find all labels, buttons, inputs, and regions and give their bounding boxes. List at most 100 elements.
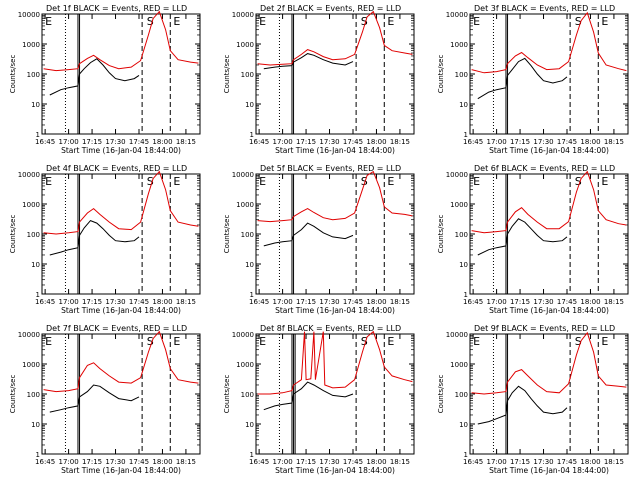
events-series-line (263, 381, 354, 411)
x-tick-label: 17:00 (487, 298, 507, 306)
x-axis-label: Start Time (16-Jan-04 18:44:00) (489, 146, 609, 155)
x-tick-label: 18:15 (604, 298, 624, 306)
lld-series-line (471, 170, 627, 234)
chart-title: Det 4f BLACK = Events, RED = LLD (46, 164, 187, 173)
y-tick-label: 10 (459, 101, 468, 109)
x-tick-label: 17:00 (59, 138, 79, 146)
x-axis-label: Start Time (16-Jan-04 18:44:00) (61, 146, 181, 155)
chart-title: Det 1f BLACK = Events, RED = LLD (46, 4, 187, 13)
y-axis-label: Counts/sec (223, 215, 231, 254)
lld-series-line (43, 170, 199, 235)
events-series-line (477, 57, 568, 100)
y-tick-label: 100 (455, 71, 468, 79)
y-tick-label: 1 (36, 131, 40, 139)
x-tick-label: 18:00 (580, 458, 600, 466)
y-tick-label: 1000 (236, 361, 254, 369)
region-letter: S (147, 175, 154, 188)
x-tick-label: 18:15 (176, 298, 196, 306)
y-tick-label: 100 (241, 71, 254, 79)
y-axis-label: Counts/sec (9, 55, 17, 94)
region-letter: E (259, 15, 266, 28)
x-tick-label: 17:30 (319, 458, 339, 466)
x-tick-label: 17:30 (105, 298, 125, 306)
chart-title: Det 8f BLACK = Events, RED = LLD (260, 324, 401, 333)
region-letter: E (473, 335, 480, 348)
region-letter: E (173, 335, 180, 348)
y-tick-label: 1000 (450, 361, 468, 369)
x-tick-label: 17:45 (343, 298, 363, 306)
x-tick-label: 16:45 (463, 138, 483, 146)
region-letter: E (601, 335, 608, 348)
chart-title: Det 5f BLACK = Events, RED = LLD (260, 164, 401, 173)
y-tick-label: 1 (464, 451, 468, 459)
y-tick-label: 10000 (446, 171, 468, 179)
x-tick-label: 18:15 (390, 138, 410, 146)
region-letter: S (361, 175, 368, 188)
x-axis-label: Start Time (16-Jan-04 18:44:00) (275, 306, 395, 315)
events-series-line (49, 220, 140, 256)
x-tick-label: 17:30 (533, 138, 553, 146)
lld-series-line (43, 10, 199, 72)
x-tick-label: 17:15 (82, 458, 102, 466)
x-tick-label: 17:15 (510, 298, 530, 306)
region-letter: S (147, 335, 154, 348)
events-series-line (49, 58, 140, 96)
y-tick-label: 1000 (22, 361, 40, 369)
lld-series-line (43, 330, 199, 393)
x-tick-label: 17:45 (557, 138, 577, 146)
x-tick-label: 17:00 (59, 458, 79, 466)
lld-series-line (471, 11, 627, 74)
y-tick-label: 10000 (18, 331, 40, 339)
x-tick-label: 18:00 (366, 458, 386, 466)
y-tick-label: 1 (36, 291, 40, 299)
x-tick-label: 17:15 (82, 138, 102, 146)
region-letter: E (45, 175, 52, 188)
y-tick-label: 1 (464, 131, 468, 139)
x-tick-label: 16:45 (463, 298, 483, 306)
lld-series-line (257, 10, 413, 66)
x-tick-label: 17:30 (319, 298, 339, 306)
x-tick-label: 17:00 (59, 298, 79, 306)
region-letter: S (361, 335, 368, 348)
y-tick-label: 10000 (232, 331, 254, 339)
x-tick-label: 18:00 (152, 138, 172, 146)
x-tick-label: 17:45 (129, 138, 149, 146)
x-axis-label: Start Time (16-Jan-04 18:44:00) (275, 146, 395, 155)
region-letter: E (45, 335, 52, 348)
x-tick-label: 17:15 (296, 138, 316, 146)
y-tick-label: 100 (455, 391, 468, 399)
region-letter: E (473, 175, 480, 188)
x-tick-label: 18:00 (366, 298, 386, 306)
x-axis-label: Start Time (16-Jan-04 18:44:00) (61, 466, 181, 475)
region-letter: E (173, 15, 180, 28)
y-tick-label: 10000 (232, 171, 254, 179)
x-axis-label: Start Time (16-Jan-04 18:44:00) (275, 466, 395, 475)
y-tick-label: 1000 (236, 41, 254, 49)
chart-title: Det 3f BLACK = Events, RED = LLD (474, 4, 615, 13)
y-tick-label: 1 (250, 291, 254, 299)
x-tick-label: 18:00 (152, 458, 172, 466)
y-tick-label: 100 (241, 391, 254, 399)
region-letter: E (387, 175, 394, 188)
y-axis-label: Counts/sec (9, 375, 17, 414)
y-tick-label: 100 (27, 391, 40, 399)
y-tick-label: 1000 (22, 41, 40, 49)
chart-title: Det 6f BLACK = Events, RED = LLD (474, 164, 615, 173)
x-tick-label: 16:45 (35, 298, 55, 306)
y-tick-label: 10 (245, 101, 254, 109)
x-tick-label: 18:15 (176, 138, 196, 146)
y-tick-label: 10 (31, 101, 40, 109)
x-tick-label: 16:45 (463, 458, 483, 466)
x-tick-label: 17:00 (273, 298, 293, 306)
y-axis-label: Counts/sec (437, 55, 445, 94)
y-axis-label: Counts/sec (9, 215, 17, 254)
x-tick-label: 17:30 (105, 458, 125, 466)
region-letter: E (45, 15, 52, 28)
y-tick-label: 10 (459, 261, 468, 269)
x-tick-label: 18:15 (604, 458, 624, 466)
x-tick-label: 17:45 (557, 458, 577, 466)
chart-title: Det 9f BLACK = Events, RED = LLD (474, 324, 615, 333)
region-letter: E (473, 15, 480, 28)
region-letter: S (575, 175, 582, 188)
y-tick-label: 100 (27, 231, 40, 239)
